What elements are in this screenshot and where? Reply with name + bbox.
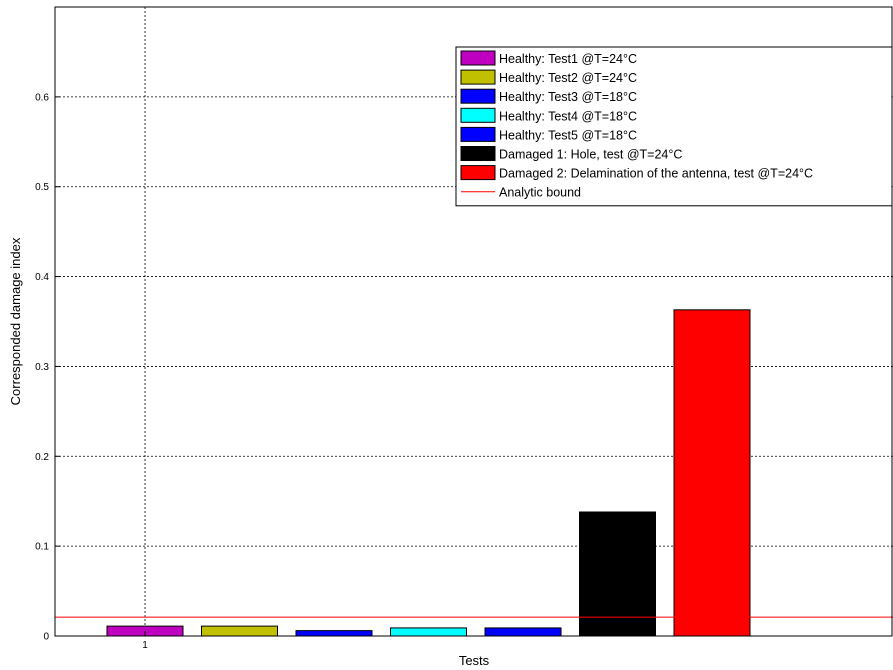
ticks: 0 0.1 0.2 0.3 0.4 0.5 0.6 1 bbox=[35, 92, 148, 651]
x-tick-label: 1 bbox=[142, 640, 148, 651]
legend-label: Healthy: Test5 @T=18°C bbox=[499, 128, 637, 142]
legend-label: Healthy: Test1 @T=24°C bbox=[499, 52, 637, 66]
legend-box bbox=[455, 46, 893, 207]
y-tick-label: 0.5 bbox=[35, 182, 49, 193]
y-axis-title: Corresponded damage index bbox=[8, 237, 23, 405]
legend-label: Damaged 2: Delamination of the antenna, … bbox=[499, 167, 813, 181]
axes-box bbox=[54, 6, 893, 637]
y-tick-label: 0.6 bbox=[35, 92, 49, 103]
bar-7 bbox=[673, 309, 751, 637]
grid-lines bbox=[55, 7, 893, 636]
y-tick-label: 0.1 bbox=[35, 542, 49, 553]
legend-label: Healthy: Test4 @T=18°C bbox=[499, 109, 637, 123]
bar-3 bbox=[295, 630, 373, 637]
x-axis-title: Tests bbox=[459, 653, 490, 668]
legend-label: Healthy: Test3 @T=18°C bbox=[499, 90, 637, 104]
legend-swatch bbox=[460, 165, 496, 181]
bar-5 bbox=[484, 627, 562, 637]
legend-swatch bbox=[460, 69, 496, 85]
legend-swatch bbox=[460, 126, 496, 142]
y-tick-label: 0.4 bbox=[35, 272, 49, 283]
y-tick-label: 0.2 bbox=[35, 452, 49, 463]
bars bbox=[106, 309, 751, 637]
legend: Healthy: Test1 @T=24°C Healthy: Test2 @T=… bbox=[455, 46, 893, 207]
legend-swatch bbox=[460, 88, 496, 104]
legend-swatch bbox=[460, 107, 496, 123]
legend-label: Healthy: Test2 @T=24°C bbox=[499, 71, 637, 85]
legend-swatch bbox=[460, 146, 496, 161]
legend-label: Damaged 1: Hole, test @T=24°C bbox=[499, 148, 682, 162]
legend-label: Analytic bound bbox=[499, 186, 581, 200]
y-tick-label: 0 bbox=[43, 632, 49, 643]
bar-6 bbox=[579, 511, 656, 637]
legend-swatch bbox=[460, 50, 496, 66]
bar-2 bbox=[201, 625, 278, 637]
y-tick-label: 0.3 bbox=[35, 362, 49, 373]
bar-4 bbox=[390, 627, 467, 637]
